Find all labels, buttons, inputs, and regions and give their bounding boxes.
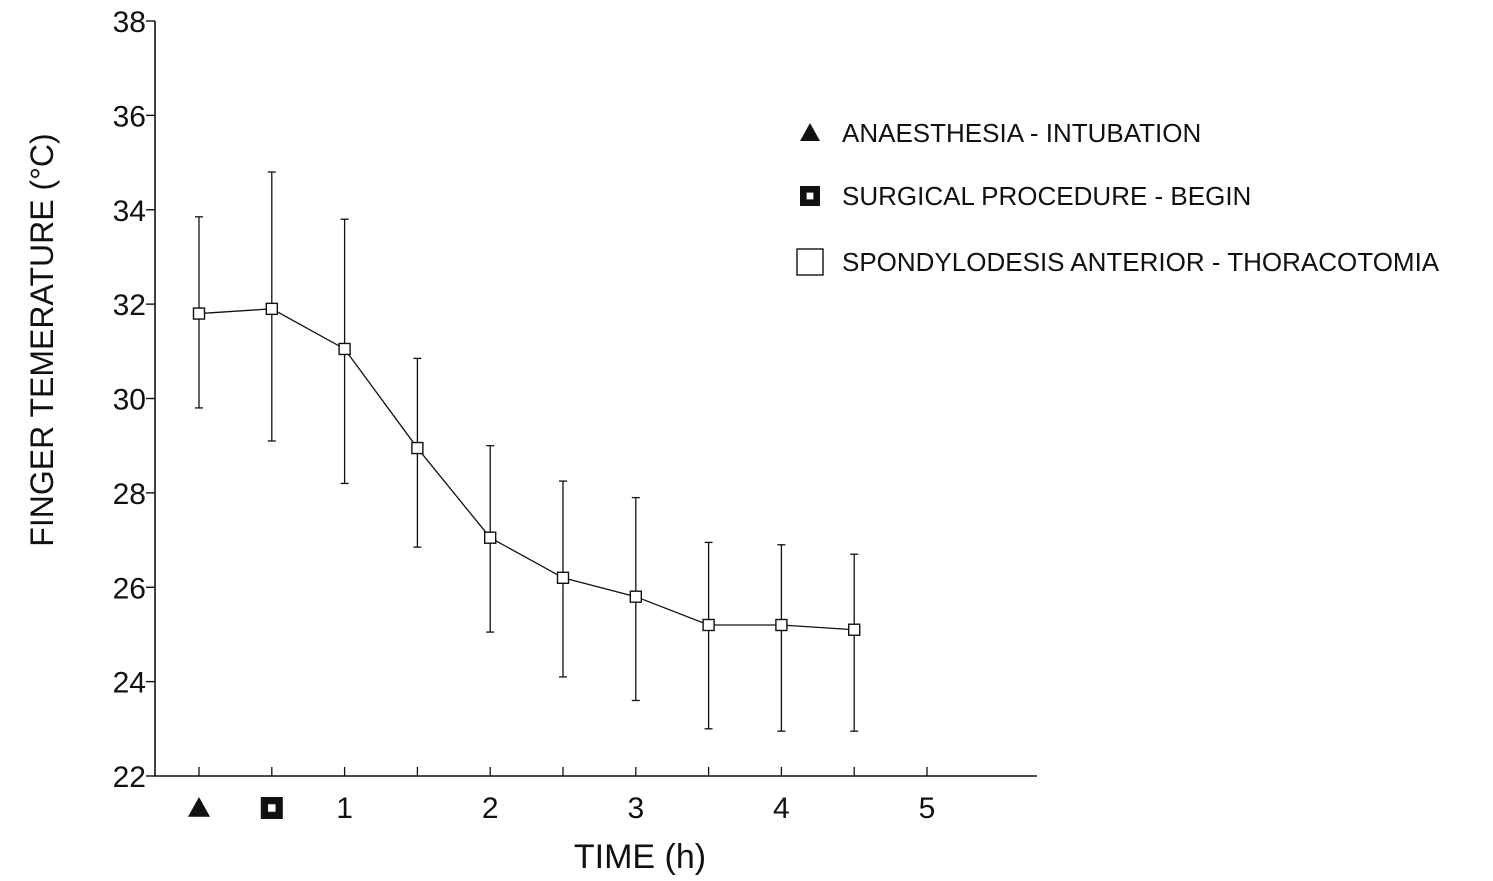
- series-group: [192, 302, 861, 636]
- legend-label: ANAESTHESIA - INTUBATION: [842, 118, 1201, 148]
- x-axis-label: TIME (h): [574, 838, 706, 876]
- x-tick-label: 2: [482, 792, 499, 825]
- y-tick-label: 24: [113, 667, 146, 700]
- x-tick-label: 5: [919, 792, 936, 825]
- legend-label: SPONDYLODESIS ANTERIOR - THORACOTOMIA: [842, 247, 1440, 277]
- legend-item: SPONDYLODESIS ANTERIOR - THORACOTOMIA: [796, 247, 1440, 277]
- x-tick-label: 3: [627, 792, 644, 825]
- data-point: [192, 307, 206, 320]
- error-bar: [704, 541, 713, 730]
- y-tick-label: 30: [113, 384, 146, 417]
- data-point: [265, 302, 278, 316]
- y-tick-label: 36: [113, 100, 146, 133]
- x-tick-marker-filled-square-dot: [260, 797, 283, 819]
- data-point: [702, 618, 715, 632]
- y-tick-label: 34: [113, 195, 146, 228]
- y-tick-label: 28: [113, 478, 146, 511]
- legend-marker-filled-triangle: [800, 123, 820, 141]
- legend-item: ANAESTHESIA - INTUBATION: [800, 118, 1201, 148]
- data-point: [411, 441, 424, 455]
- x-tick-label: 4: [773, 792, 790, 825]
- x-tick-label: 1: [336, 792, 353, 825]
- y-axis-label: FINGER TEMERATURE (°C): [24, 133, 60, 546]
- data-point: [775, 618, 788, 632]
- data-point: [848, 623, 861, 636]
- error-bar: [777, 544, 786, 732]
- data-point: [484, 531, 497, 544]
- error-bar: [850, 553, 859, 732]
- y-tick-label: 26: [113, 572, 146, 605]
- y-tick-label: 38: [113, 6, 146, 39]
- data-point: [338, 342, 351, 356]
- square-marker-dot: [268, 804, 276, 812]
- y-tick-label: 32: [113, 289, 146, 322]
- y-tick-label: 22: [113, 761, 146, 794]
- legend-marker-filled-square-dot: [800, 186, 820, 206]
- legend-marker-open-square: [796, 248, 824, 276]
- error-bars: [195, 171, 859, 732]
- legend: ANAESTHESIA - INTUBATION SURGICAL PROCEDU…: [796, 118, 1440, 277]
- x-tick-marker-filled-triangle: [188, 797, 210, 817]
- square-marker-dot: [806, 192, 814, 200]
- series-line: [198, 308, 855, 631]
- data-point: [556, 571, 570, 585]
- legend-label: SURGICAL PROCEDURE - BEGIN: [842, 181, 1251, 211]
- data-point: [629, 590, 642, 603]
- legend-item: SURGICAL PROCEDURE - BEGIN: [800, 181, 1251, 211]
